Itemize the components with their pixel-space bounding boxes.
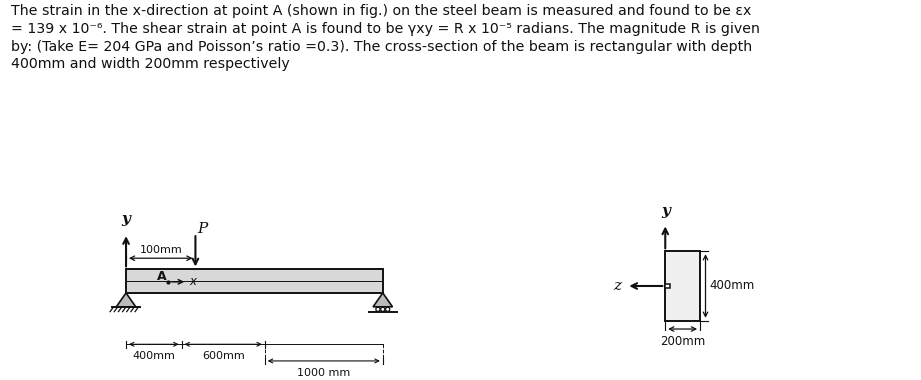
Text: 100mm: 100mm bbox=[139, 245, 182, 255]
Text: P: P bbox=[197, 222, 208, 236]
Bar bbox=[126, 269, 383, 293]
Text: y: y bbox=[122, 212, 131, 226]
Bar bbox=[665, 283, 670, 288]
Text: The strain in the x-direction at point A (shown in fig.) on the steel beam is me: The strain in the x-direction at point A… bbox=[11, 4, 760, 71]
Text: 200mm: 200mm bbox=[660, 334, 705, 348]
Bar bbox=[665, 251, 700, 321]
Text: A: A bbox=[157, 271, 167, 283]
Text: z: z bbox=[612, 279, 621, 293]
Polygon shape bbox=[373, 293, 392, 307]
Text: x: x bbox=[189, 276, 196, 288]
Polygon shape bbox=[116, 293, 135, 307]
Text: 1000 mm: 1000 mm bbox=[297, 368, 350, 378]
Text: 400mm: 400mm bbox=[133, 351, 175, 361]
Text: 600mm: 600mm bbox=[202, 351, 245, 361]
Text: y: y bbox=[661, 204, 670, 218]
Text: 400mm: 400mm bbox=[710, 280, 755, 293]
